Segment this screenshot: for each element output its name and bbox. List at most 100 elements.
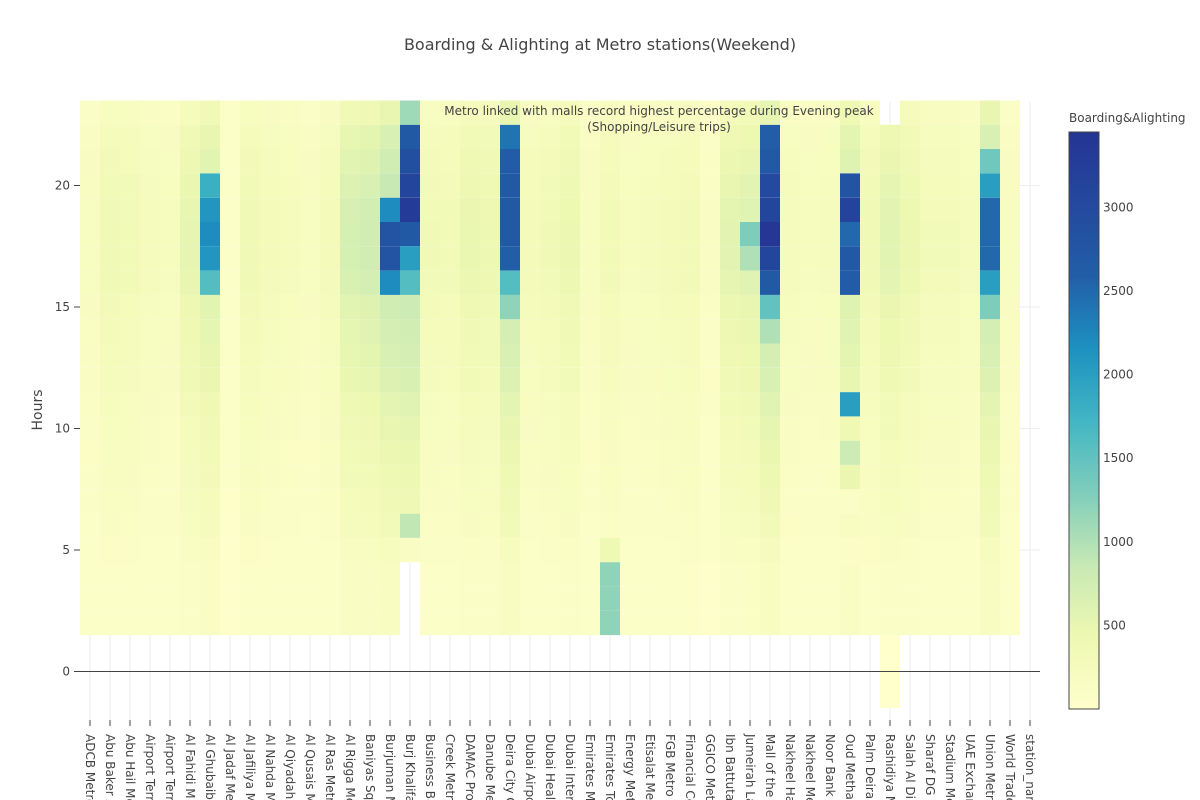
heatmap-cell[interactable] (220, 392, 240, 417)
heatmap-cell[interactable] (520, 513, 540, 538)
heatmap-cell[interactable] (760, 100, 780, 125)
heatmap-cell[interactable] (780, 149, 800, 174)
heatmap-cell[interactable] (380, 294, 400, 320)
heatmap-cell[interactable] (960, 513, 980, 538)
heatmap-cell[interactable] (540, 392, 560, 417)
heatmap-cell[interactable] (480, 221, 500, 247)
heatmap-cell[interactable] (120, 440, 140, 465)
heatmap-cell[interactable] (520, 246, 540, 271)
heatmap-cell[interactable] (580, 149, 600, 174)
heatmap-cell[interactable] (140, 367, 160, 393)
heatmap-cell[interactable] (180, 586, 200, 611)
heatmap-cell[interactable] (1000, 586, 1020, 611)
heatmap-cell[interactable] (960, 221, 980, 247)
heatmap-cell[interactable] (320, 610, 340, 636)
heatmap-cell[interactable] (960, 537, 980, 563)
heatmap-cell[interactable] (320, 343, 340, 368)
heatmap-cell[interactable] (900, 319, 920, 344)
heatmap-cell[interactable] (740, 343, 760, 368)
heatmap-cell[interactable] (900, 489, 920, 514)
heatmap-cell[interactable] (280, 319, 300, 344)
heatmap-cell[interactable] (300, 513, 320, 538)
heatmap-cell[interactable] (380, 562, 400, 587)
heatmap-cell[interactable] (700, 100, 720, 125)
heatmap-cell[interactable] (200, 246, 220, 271)
heatmap-cell[interactable] (220, 465, 240, 490)
heatmap-cell[interactable] (160, 489, 180, 514)
heatmap-cell[interactable] (700, 610, 720, 636)
heatmap-cell[interactable] (820, 319, 840, 344)
heatmap-cell[interactable] (860, 367, 880, 393)
heatmap-cell[interactable] (980, 392, 1000, 417)
heatmap-cell[interactable] (100, 610, 120, 636)
heatmap-cell[interactable] (900, 197, 920, 222)
heatmap-cell[interactable] (920, 197, 940, 222)
heatmap-cell[interactable] (960, 100, 980, 125)
heatmap-cell[interactable] (820, 489, 840, 514)
heatmap-cell[interactable] (620, 173, 640, 198)
heatmap-cell[interactable] (920, 440, 940, 465)
heatmap-cell[interactable] (480, 586, 500, 611)
heatmap-cell[interactable] (720, 221, 740, 247)
heatmap-cell[interactable] (100, 537, 120, 563)
heatmap-cell[interactable] (120, 465, 140, 490)
heatmap-cell[interactable] (360, 489, 380, 514)
heatmap-cell[interactable] (1000, 367, 1020, 393)
heatmap-cell[interactable] (520, 440, 540, 465)
heatmap-cell[interactable] (120, 221, 140, 247)
heatmap-cell[interactable] (740, 367, 760, 393)
heatmap-cell[interactable] (760, 367, 780, 393)
heatmap-cell[interactable] (920, 537, 940, 563)
heatmap-cell[interactable] (480, 562, 500, 587)
heatmap-cell[interactable] (300, 100, 320, 125)
heatmap-cell[interactable] (120, 343, 140, 368)
heatmap-cell[interactable] (720, 465, 740, 490)
heatmap-cell[interactable] (100, 100, 120, 125)
heatmap-cell[interactable] (960, 319, 980, 344)
heatmap-cell[interactable] (320, 294, 340, 320)
heatmap-cell[interactable] (620, 440, 640, 465)
heatmap-cell[interactable] (680, 173, 700, 198)
heatmap-cell[interactable] (760, 586, 780, 611)
heatmap-cell[interactable] (700, 294, 720, 320)
heatmap-cell[interactable] (760, 294, 780, 320)
heatmap-cell[interactable] (400, 246, 420, 271)
heatmap-cell[interactable] (380, 221, 400, 247)
heatmap-cell[interactable] (380, 537, 400, 563)
heatmap-cell[interactable] (420, 124, 440, 149)
heatmap-cell[interactable] (540, 489, 560, 514)
heatmap-cell[interactable] (840, 489, 860, 514)
heatmap-cell[interactable] (700, 537, 720, 563)
heatmap-cell[interactable] (320, 197, 340, 222)
heatmap-cell[interactable] (380, 100, 400, 125)
heatmap-cell[interactable] (820, 367, 840, 393)
heatmap-cell[interactable] (760, 270, 780, 295)
heatmap-cell[interactable] (140, 294, 160, 320)
heatmap-cell[interactable] (700, 246, 720, 271)
heatmap-cell[interactable] (920, 513, 940, 538)
heatmap-cell[interactable] (720, 270, 740, 295)
heatmap-cell[interactable] (720, 392, 740, 417)
heatmap-cell[interactable] (980, 513, 1000, 538)
heatmap-cell[interactable] (780, 124, 800, 149)
heatmap-cell[interactable] (480, 124, 500, 149)
heatmap-cell[interactable] (80, 562, 100, 587)
heatmap-cell[interactable] (900, 586, 920, 611)
heatmap-cell[interactable] (360, 586, 380, 611)
heatmap-cell[interactable] (500, 586, 520, 611)
heatmap-cell[interactable] (240, 562, 260, 587)
heatmap-cell[interactable] (820, 246, 840, 271)
heatmap-cell[interactable] (680, 440, 700, 465)
heatmap-cell[interactable] (500, 270, 520, 295)
heatmap-cell[interactable] (140, 562, 160, 587)
heatmap-cell[interactable] (940, 416, 960, 441)
heatmap-cell[interactable] (300, 294, 320, 320)
heatmap-cell[interactable] (500, 537, 520, 563)
heatmap-cell[interactable] (1000, 100, 1020, 125)
heatmap-cell[interactable] (100, 319, 120, 344)
heatmap-cell[interactable] (560, 173, 580, 198)
heatmap-cell[interactable] (400, 270, 420, 295)
heatmap-cell[interactable] (920, 319, 940, 344)
heatmap-cell[interactable] (360, 221, 380, 247)
heatmap-cell[interactable] (680, 149, 700, 174)
